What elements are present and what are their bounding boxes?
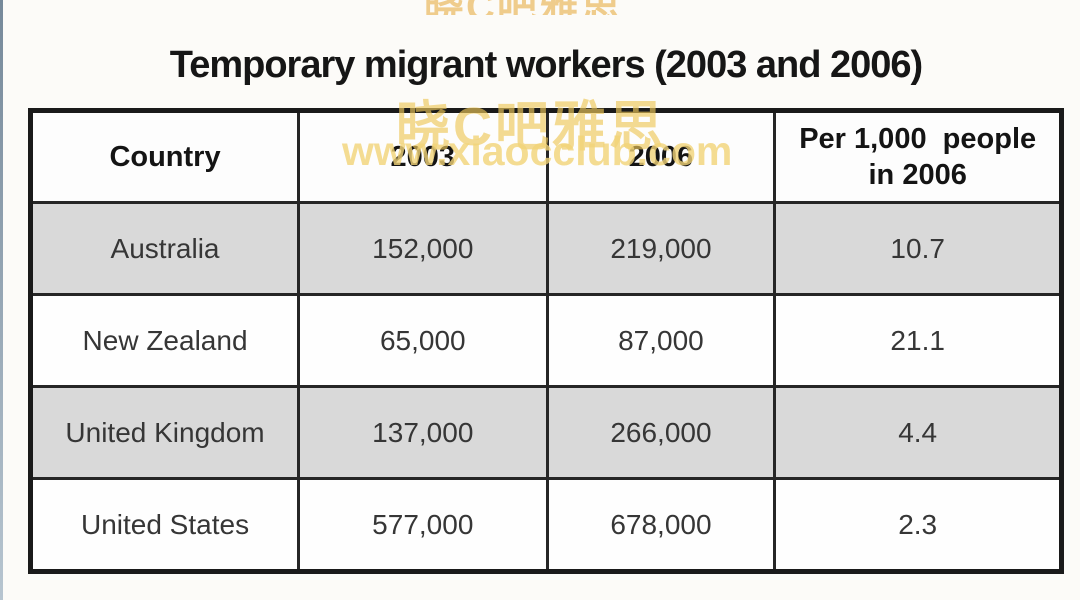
- header-country: Country: [28, 109, 301, 204]
- header-2003: 2003: [297, 109, 549, 204]
- header-2006: 2006: [545, 109, 777, 204]
- top-watermark-text: 晓C吧雅思: [424, 0, 623, 15]
- top-watermark: 晓C吧雅思: [424, 0, 684, 15]
- header-per-1000-line2: in 2006: [868, 159, 967, 191]
- migrant-workers-table: Country 2003 2006 Per 1,000 people in 20…: [28, 108, 1064, 574]
- cell-australia-country: Australia: [28, 201, 301, 296]
- cell-new-zealand-2006: 87,000: [545, 293, 777, 388]
- row-australia: Australia 152,000 219,000 10.7: [28, 201, 1063, 296]
- cell-australia-per-1000: 10.7: [773, 201, 1063, 296]
- cell-united-kingdom-2003: 137,000: [297, 385, 549, 480]
- cell-united-kingdom-country: United Kingdom: [28, 385, 301, 480]
- cell-united-states-per-1000: 2.3: [773, 477, 1063, 573]
- cell-new-zealand-country: New Zealand: [28, 293, 301, 388]
- cell-united-states-2003: 577,000: [297, 477, 549, 573]
- cell-australia-2003: 152,000: [297, 201, 549, 296]
- cell-united-kingdom-2006: 266,000: [545, 385, 777, 480]
- cell-united-states-2006: 678,000: [545, 477, 777, 573]
- row-united-states: United States 577,000 678,000 2.3: [28, 477, 1063, 573]
- header-per-1000: Per 1,000 people in 2006: [773, 109, 1063, 204]
- left-edge-artifact: [0, 0, 3, 600]
- cell-australia-2006: 219,000: [545, 201, 777, 296]
- cell-united-kingdom-per-1000: 4.4: [773, 385, 1063, 480]
- row-new-zealand: New Zealand 65,000 87,000 21.1: [28, 293, 1063, 388]
- cell-new-zealand-per-1000: 21.1: [773, 293, 1063, 388]
- row-united-kingdom: United Kingdom 137,000 266,000 4.4: [28, 385, 1063, 480]
- page-title: Temporary migrant workers (2003 and 2006…: [169, 44, 923, 86]
- table-container: Country 2003 2006 Per 1,000 people in 20…: [28, 108, 1064, 574]
- cell-united-states-country: United States: [28, 477, 301, 573]
- header-row: Country 2003 2006 Per 1,000 people in 20…: [28, 109, 1063, 204]
- header-per-1000-line1: Per 1,000 people: [799, 122, 1037, 155]
- cell-new-zealand-2003: 65,000: [297, 293, 549, 388]
